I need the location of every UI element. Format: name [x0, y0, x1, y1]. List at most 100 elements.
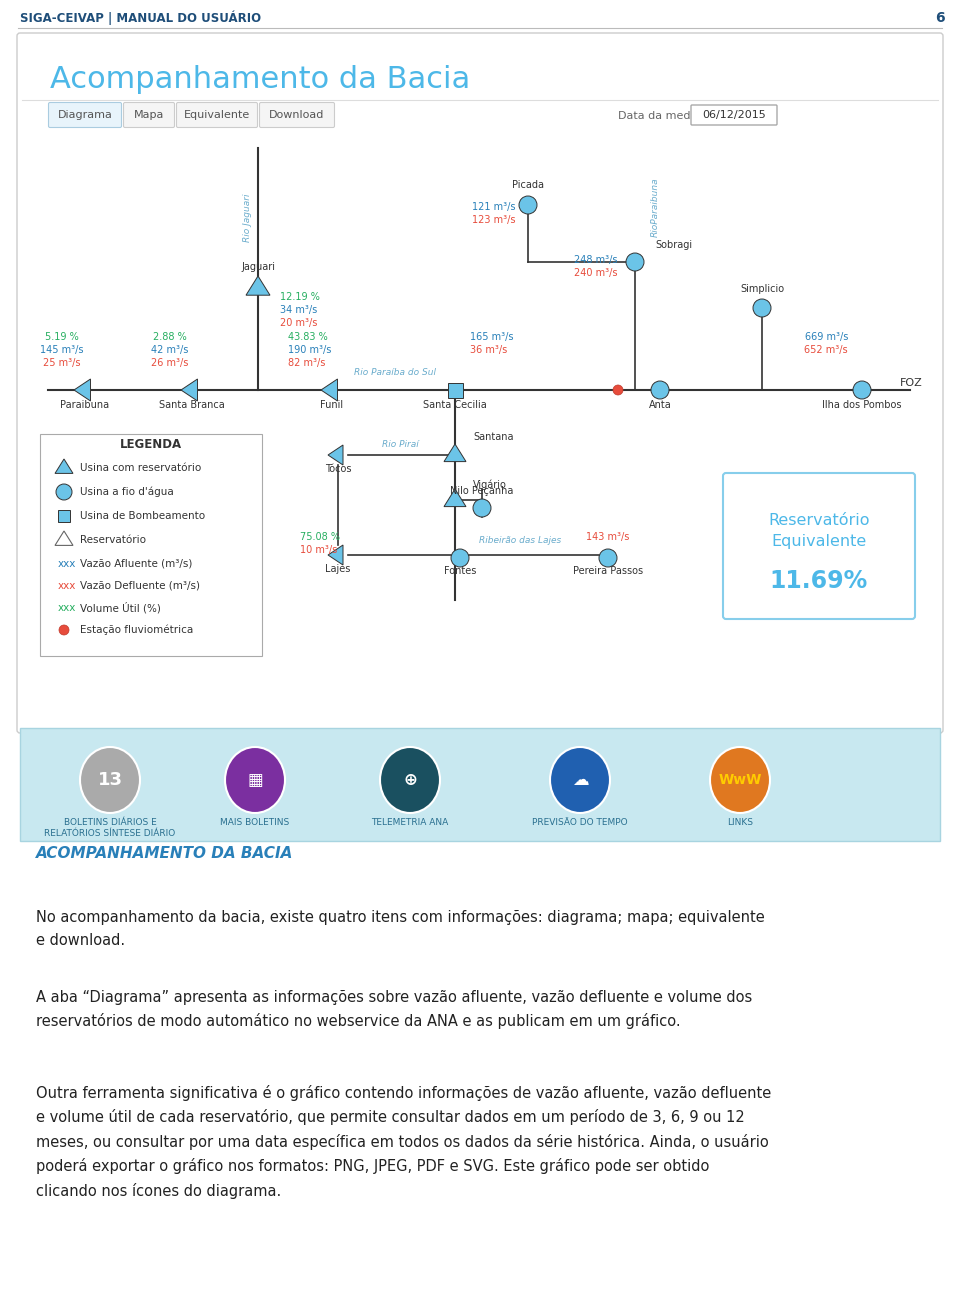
Polygon shape	[181, 379, 198, 401]
Text: 5.19 %: 5.19 %	[45, 332, 79, 342]
Text: 26 m³/s: 26 m³/s	[152, 358, 189, 368]
Circle shape	[59, 625, 69, 635]
FancyBboxPatch shape	[177, 103, 257, 128]
Text: SIGA-CEIVAP | MANUAL DO USUÁRIO: SIGA-CEIVAP | MANUAL DO USUÁRIO	[20, 10, 261, 25]
Text: LINKS: LINKS	[727, 818, 753, 827]
FancyBboxPatch shape	[691, 105, 777, 125]
Text: 10 m³/s: 10 m³/s	[300, 546, 337, 555]
Text: Ribeirão das Lajes: Ribeirão das Lajes	[479, 536, 562, 546]
Text: WwW: WwW	[718, 773, 761, 786]
FancyBboxPatch shape	[259, 103, 334, 128]
Text: 121 m³/s: 121 m³/s	[472, 202, 516, 212]
Ellipse shape	[710, 747, 770, 812]
Text: Diagrama: Diagrama	[58, 109, 112, 120]
Ellipse shape	[80, 747, 140, 812]
Text: Simplicio: Simplicio	[740, 284, 784, 294]
Ellipse shape	[550, 747, 610, 812]
Ellipse shape	[380, 747, 440, 812]
Text: Reservatório
Equivalente: Reservatório Equivalente	[768, 513, 870, 549]
Text: 2.88 %: 2.88 %	[154, 332, 187, 342]
Text: FOZ: FOZ	[900, 378, 923, 388]
Polygon shape	[74, 379, 90, 401]
Circle shape	[56, 484, 72, 500]
FancyBboxPatch shape	[723, 473, 915, 618]
Text: 165 m³/s: 165 m³/s	[470, 332, 514, 342]
Text: 143 m³/s: 143 m³/s	[587, 533, 630, 542]
Text: BOLETINS DIÁRIOS E
RELATÓRIOS SÍNTESE DIÁRIO: BOLETINS DIÁRIOS E RELATÓRIOS SÍNTESE DI…	[44, 818, 176, 838]
Text: Usina de Bombeamento: Usina de Bombeamento	[80, 510, 205, 521]
Text: Equivalente: Equivalente	[184, 109, 251, 120]
Text: Acompanhamento da Bacia: Acompanhamento da Bacia	[50, 65, 470, 95]
Text: Santana: Santana	[473, 432, 514, 441]
Text: 6: 6	[935, 10, 945, 25]
Text: Outra ferramenta significativa é o gráfico contendo informações de vazão afluent: Outra ferramenta significativa é o gráfi…	[36, 1085, 771, 1199]
Text: 43.83 %: 43.83 %	[288, 332, 327, 342]
Text: Santa Branca: Santa Branca	[159, 400, 225, 410]
Text: Rio Jaguari: Rio Jaguari	[244, 194, 252, 242]
Text: LEGENDA: LEGENDA	[120, 437, 182, 450]
Text: ☁: ☁	[572, 771, 588, 789]
FancyBboxPatch shape	[124, 103, 175, 128]
Text: Rio Piraí: Rio Piraí	[382, 440, 419, 449]
Circle shape	[626, 253, 644, 271]
Text: Santa Cecilia: Santa Cecilia	[423, 400, 487, 410]
FancyBboxPatch shape	[17, 33, 943, 733]
FancyBboxPatch shape	[40, 434, 262, 656]
Text: Usina a fio d'água: Usina a fio d'água	[80, 487, 174, 497]
Text: 36 m³/s: 36 m³/s	[470, 345, 507, 355]
Text: ▦: ▦	[247, 771, 263, 789]
Text: Pereira Passos: Pereira Passos	[573, 566, 643, 575]
Text: 11.69%: 11.69%	[770, 569, 868, 592]
Text: 145 m³/s: 145 m³/s	[40, 345, 84, 355]
Bar	[20, 728, 940, 841]
Ellipse shape	[225, 747, 285, 812]
Text: Vigário: Vigário	[473, 479, 507, 490]
Text: 240 m³/s: 240 m³/s	[573, 268, 617, 279]
Text: Estação fluviométrica: Estação fluviométrica	[80, 625, 193, 635]
Text: Data da medição:: Data da medição:	[618, 111, 717, 121]
FancyBboxPatch shape	[49, 103, 122, 128]
Text: 82 m³/s: 82 m³/s	[288, 358, 325, 368]
Text: Funil: Funil	[321, 400, 344, 410]
Text: xxx: xxx	[58, 559, 77, 569]
Text: No acompanhamento da bacia, existe quatro itens com informações: diagrama; mapa;: No acompanhamento da bacia, existe quatr…	[36, 910, 765, 948]
Text: 42 m³/s: 42 m³/s	[152, 345, 189, 355]
Text: PREVISÃO DO TEMPO: PREVISÃO DO TEMPO	[532, 818, 628, 827]
Text: Tócos: Tócos	[324, 464, 351, 474]
Text: 652 m³/s: 652 m³/s	[804, 345, 848, 355]
Text: Jaguari: Jaguari	[241, 262, 275, 272]
Text: xxx: xxx	[58, 603, 77, 613]
Polygon shape	[328, 546, 343, 565]
Polygon shape	[444, 490, 466, 506]
Polygon shape	[328, 445, 343, 465]
Polygon shape	[444, 444, 466, 462]
Text: Nilo Peçanha: Nilo Peçanha	[450, 486, 514, 496]
Text: Ilha dos Pombos: Ilha dos Pombos	[823, 400, 901, 410]
Circle shape	[853, 381, 871, 398]
Text: Reservatório: Reservatório	[80, 535, 146, 546]
Text: Mapa: Mapa	[133, 109, 164, 120]
Text: Vazão Defluente (m³/s): Vazão Defluente (m³/s)	[80, 581, 200, 591]
Circle shape	[451, 549, 469, 566]
Circle shape	[519, 197, 537, 214]
Bar	[447, 383, 463, 397]
Text: ACOMPANHAMENTO DA BACIA: ACOMPANHAMENTO DA BACIA	[36, 846, 294, 861]
Text: Anta: Anta	[649, 400, 671, 410]
Polygon shape	[55, 531, 73, 546]
Text: 669 m³/s: 669 m³/s	[804, 332, 848, 342]
Text: 20 m³/s: 20 m³/s	[280, 318, 318, 328]
Text: Vazão Afluente (m³/s): Vazão Afluente (m³/s)	[80, 559, 192, 569]
Text: Fontes: Fontes	[444, 566, 476, 575]
Circle shape	[651, 381, 669, 398]
Text: Usina com reservatório: Usina com reservatório	[80, 464, 202, 473]
Text: 190 m³/s: 190 m³/s	[288, 345, 331, 355]
Text: 123 m³/s: 123 m³/s	[472, 215, 516, 225]
Polygon shape	[246, 276, 270, 296]
Circle shape	[599, 549, 617, 566]
Text: A aba “Diagrama” apresenta as informações sobre vazão afluente, vazão defluente : A aba “Diagrama” apresenta as informaçõe…	[36, 990, 753, 1030]
Circle shape	[753, 299, 771, 316]
Text: xxx: xxx	[58, 581, 77, 591]
Text: Picada: Picada	[512, 180, 544, 190]
Circle shape	[473, 499, 491, 517]
Text: Volume Útil (%): Volume Útil (%)	[80, 603, 161, 613]
